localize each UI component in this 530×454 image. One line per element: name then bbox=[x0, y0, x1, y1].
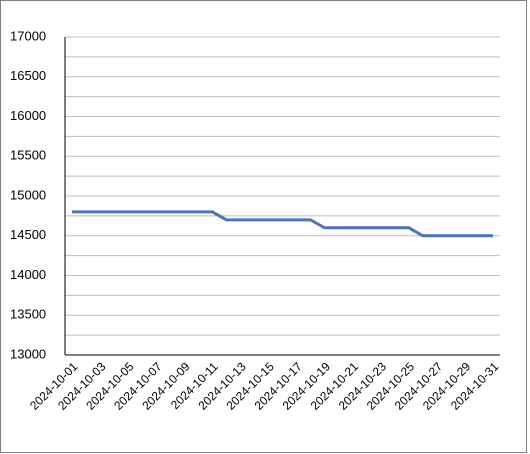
y-tick-label: 13000 bbox=[10, 346, 46, 361]
y-tick-label: 15000 bbox=[10, 187, 46, 202]
y-tick-label: 14000 bbox=[10, 267, 46, 282]
y-tick-label: 16000 bbox=[10, 108, 46, 123]
y-tick-label: 16500 bbox=[10, 68, 46, 83]
y-tick-label: 14500 bbox=[10, 227, 46, 242]
y-tick-label: 17000 bbox=[10, 28, 46, 43]
line-series bbox=[72, 210, 493, 238]
y-tick-label: 15500 bbox=[10, 148, 46, 163]
y-tick-label: 13500 bbox=[10, 307, 46, 322]
